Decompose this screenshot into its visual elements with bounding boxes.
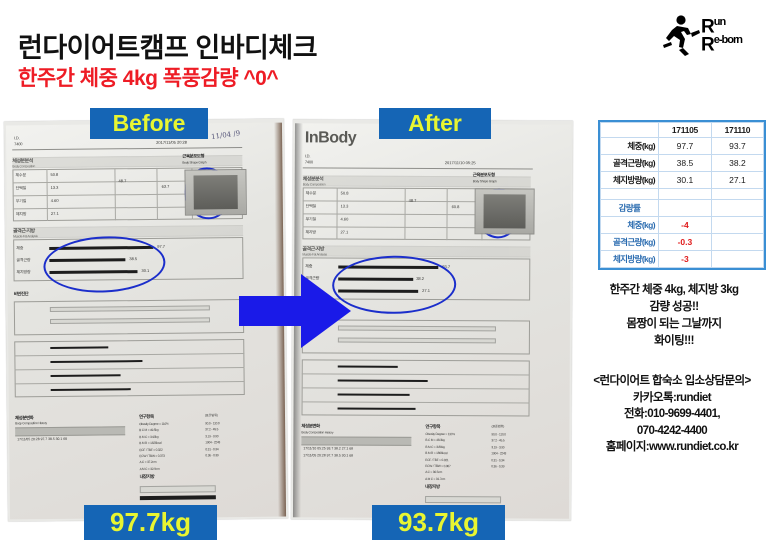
sheet-after-visceral-track [425, 495, 502, 504]
contact-homepage: 홈페이지:www.rundiet.co.kr [605, 441, 739, 453]
delta-smm-v1: -0.3 [658, 233, 712, 251]
badge-after: After [379, 108, 491, 139]
contact-block: <런다이어트 합숙소 입소상담문의> 카카오톡:rundiet 전화:010-9… [573, 373, 771, 456]
delta-weight-v1: -4 [658, 216, 712, 234]
spacer-cell-2 [658, 188, 712, 200]
contact-phone-1: 전화:010-9699-4401, [624, 408, 721, 420]
summary-line-1: 한주간 체중 4kg, 체지방 3kg [609, 284, 739, 296]
sheet-after-bar-x1 [337, 365, 398, 368]
summary-line-2: 감량 성공!! [649, 301, 700, 313]
section-label-reduction: 감량률 [600, 199, 659, 217]
row-bfm-v2: 27.1 [710, 171, 765, 189]
sheet-after-track-2 [337, 337, 496, 344]
table-corner-cell [600, 122, 659, 138]
sheet-after-bar-x3 [337, 393, 410, 396]
progress-arrow-icon [239, 274, 351, 348]
sheet-after-brand: InBody [304, 129, 357, 147]
delta-label-smm: 골격근량(kg) [600, 233, 659, 251]
row-smm-v2: 38.2 [710, 154, 765, 172]
badge-before: Before [90, 108, 208, 139]
sheet-after-band3 [301, 436, 412, 446]
brand-logo: Run Re-born [653, 8, 765, 66]
row-weight-v2: 93.7 [710, 137, 765, 155]
table-row: 체지방량(kg) 30.1 27.1 [600, 171, 765, 189]
sheet-after-body-figure [474, 188, 535, 235]
delta-smm-v2 [710, 233, 765, 251]
delta-label-weight: 체중(kg) [600, 216, 659, 234]
sheet-before-body-figure [184, 168, 247, 216]
summary-line-3: 몸짱이 되는 그날까지 [626, 318, 722, 330]
sheet-after-section3-title: 체성분변화 [301, 423, 320, 429]
table-col-header-1: 171105 [658, 122, 712, 138]
sheet-after-band2 [302, 245, 531, 258]
sheet-before-bar-weight-value: 97.7 [157, 243, 166, 249]
table-spacer-row [600, 188, 765, 200]
summary-note: 한주간 체중 4kg, 체지방 3kg 감량 성공!! 몸짱이 되는 그날까지 … [578, 282, 770, 350]
sheet-after-figure-sub: Body Shape Graph [472, 179, 497, 184]
sheet-before-band3 [15, 426, 126, 437]
comparison-table: 171105 171110 체중(kg) 97.7 93.7 골격근량(kg) … [598, 120, 766, 270]
table-row: 체중(kg) -4 [600, 216, 765, 234]
sheet-after-header-rule [302, 167, 533, 170]
logo-line-run: Run [701, 16, 726, 38]
logo-line-reborn: Re-born [701, 34, 743, 56]
sheet-before-figure-sub: Body Shape Graph [182, 160, 207, 165]
sheet-after-id-value: 7400 [304, 159, 313, 165]
row-label-weight: 체중(kg) [600, 137, 659, 155]
table-header-row: 171105 171110 [600, 122, 765, 138]
table-row: 골격근량(kg) -0.3 [600, 233, 765, 251]
logo-wordmark: Run Re-born [701, 16, 763, 60]
row-label-bfm: 체지방량(kg) [600, 171, 659, 189]
row-bfm-v1: 30.1 [658, 171, 712, 189]
spacer-cell-1 [600, 188, 659, 200]
sheet-before-section3-sub: Body Composition History [15, 421, 47, 426]
badge-weight-before: 97.7kg [84, 505, 217, 540]
sheet-before-id-label: I.D. [14, 135, 20, 141]
sheet-before-header-rule [12, 146, 243, 151]
table-row: 체중(kg) 97.7 93.7 [600, 137, 765, 155]
sheet-before-figure-title: 근육분포도형 [182, 153, 205, 159]
delta-bfm-v1: -3 [658, 250, 712, 268]
contact-phone-2: 070-4242-4400 [636, 424, 708, 437]
sheet-after-figure-title: 근육분포도형 [472, 172, 495, 178]
row-smm-v1: 38.5 [658, 154, 712, 172]
delta-bfm-v2 [710, 250, 765, 268]
sheet-before-visceral-bar [139, 495, 216, 501]
sheet-after-section5-title: 내장지방 [425, 483, 440, 490]
sheet-before-visceral-track [139, 485, 216, 494]
badge-weight-after: 93.7kg [372, 505, 505, 540]
comparison-table-grid: 171105 171110 체중(kg) 97.7 93.7 골격근량(kg) … [600, 122, 765, 268]
sheet-before-handwriting: 11/04 /9 [210, 129, 241, 142]
summary-line-4: 화이팅!!! [654, 335, 694, 347]
contact-heading: <런다이어트 합숙소 입소상담문의> [593, 375, 751, 387]
sheet-after-section3-sub: Body Composition History [301, 430, 334, 435]
sheet-after-id-label: I.D. [304, 153, 311, 159]
delta-weight-v2 [710, 216, 765, 234]
section-blank-1 [658, 199, 712, 217]
row-weight-v1: 97.7 [658, 137, 712, 155]
sheet-after-section4-title: 연구항목 [425, 423, 441, 430]
sheet-before-datetime: 2017/11/05 20:28 [156, 139, 188, 145]
section-blank-2 [710, 199, 765, 217]
sheet-before-section4-title: 연구항목 [138, 413, 154, 420]
sheet-after-bar-x4 [337, 407, 416, 410]
page-subtitle: 한주간 체중 4kg 폭풍감량 ^0^ [18, 67, 279, 90]
delta-label-bfm: 체지방량(kg) [600, 250, 659, 268]
table-row: 골격근량(kg) 38.5 38.2 [600, 154, 765, 172]
page-title: 런다이어트캠프 인바디체크 [18, 33, 318, 63]
spacer-cell-3 [710, 188, 765, 200]
contact-kakao: 카카오톡:rundiet [633, 391, 712, 404]
sheet-after-datetime: 2017/11/10 05:25 [444, 160, 476, 166]
sheet-before-section5-title: 내장지방 [139, 473, 155, 480]
table-col-header-2: 171110 [710, 122, 765, 138]
runner-icon [663, 15, 700, 56]
sheet-before-id-value: 7400 [14, 141, 23, 147]
sheet-after-track-1 [337, 325, 496, 332]
table-section-row: 감량률 [600, 199, 765, 217]
table-row: 체지방량(kg) -3 [600, 250, 765, 268]
row-label-smm: 골격근량(kg) [600, 154, 659, 172]
